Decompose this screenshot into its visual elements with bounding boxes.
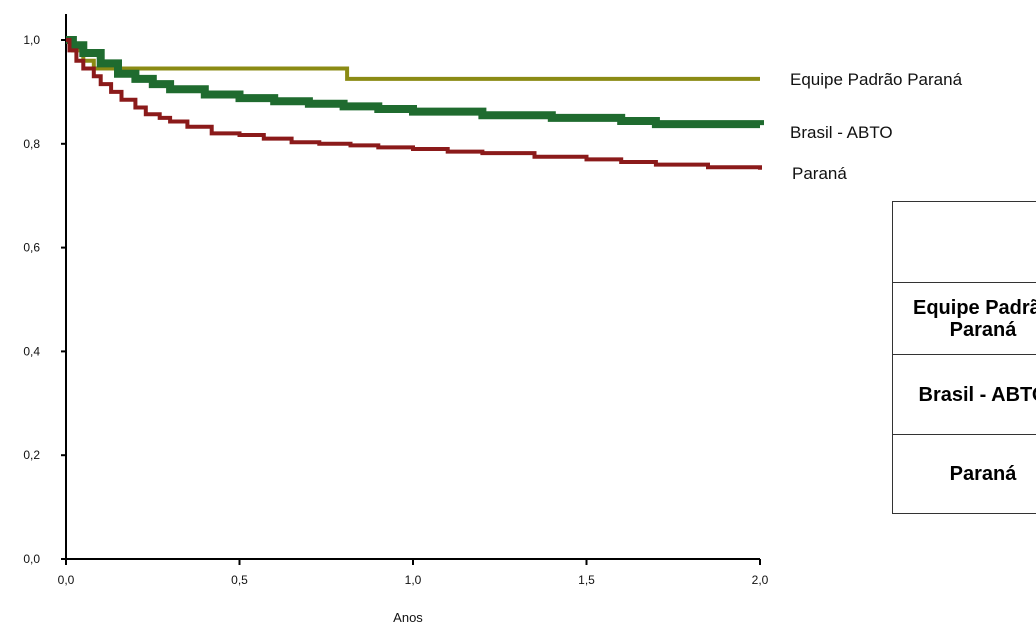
series-line-parana [66, 38, 762, 170]
x-axis-label: Anos [393, 610, 423, 625]
legend-label-equipe-padrao-parana: Equipe Padrão Paraná [790, 70, 963, 89]
survival-chart: 0,0 0,2 0,4 0,6 0,8 1,0 0,0 0,5 1,0 1,5 2,0 Anos [23, 14, 769, 625]
table-row: Paraná [892, 434, 1036, 514]
x-tick-label: 2,0 [752, 573, 769, 587]
series-line-equipe-padrao-parana [66, 38, 760, 81]
series-layer [66, 36, 764, 170]
series-line-brasil-abto [66, 36, 764, 129]
x-tick-label: 0,5 [231, 573, 248, 587]
chart-axes [61, 14, 761, 565]
tick-labels: 0,0 0,2 0,4 0,6 0,8 1,0 0,0 0,5 1,0 1,5 2,0 [23, 33, 768, 587]
x-tick-label: 1,5 [578, 573, 595, 587]
table-cell-equipe-padrao-parana: Equipe Padrão Paraná [892, 282, 1036, 355]
y-tick-label: 1,0 [23, 33, 40, 47]
legend-label-brasil-abto: Brasil - ABTO [790, 123, 893, 142]
y-tick-label: 0,0 [23, 552, 40, 566]
legend-label-parana: Paraná [792, 164, 847, 183]
x-tick-label: 0,0 [58, 573, 75, 587]
results-table: Equipe Padrão Paraná Brasil - ABTO Paran… [892, 201, 1036, 514]
y-tick-label: 0,6 [23, 241, 40, 255]
table-row: Equipe Padrão Paraná [892, 282, 1036, 355]
table-header-row [892, 201, 1036, 283]
table-cell-parana: Paraná [892, 434, 1036, 514]
y-tick-label: 0,4 [23, 344, 40, 358]
table-row: Brasil - ABTO [892, 354, 1036, 435]
table-header-cell [892, 201, 1036, 283]
y-tick-label: 0,8 [23, 137, 40, 151]
x-tick-label: 1,0 [405, 573, 422, 587]
y-tick-label: 0,2 [23, 448, 40, 462]
table-cell-brasil-abto: Brasil - ABTO [892, 354, 1036, 435]
